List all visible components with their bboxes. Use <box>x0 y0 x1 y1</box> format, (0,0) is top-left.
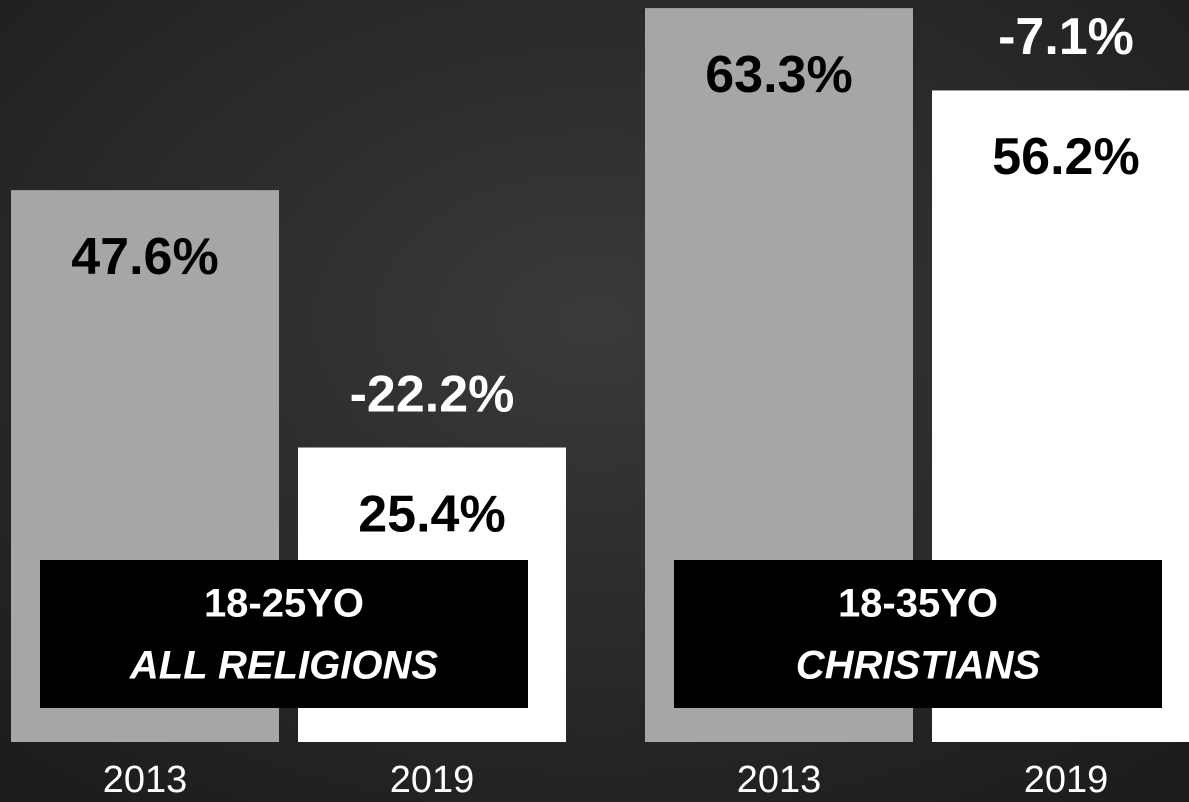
group-subtitle: CHRISTIANS <box>796 644 1041 688</box>
x-tick-label: 2019 <box>1024 759 1109 801</box>
value-label: 63.3% <box>705 46 852 104</box>
x-tick-label: 2013 <box>737 759 822 801</box>
group-subtitle: ALL RELIGIONS <box>129 644 438 688</box>
x-tick-label: 2013 <box>103 759 188 801</box>
x-tick-label: 2019 <box>390 759 475 801</box>
group-title: 18-35YO <box>838 582 998 626</box>
group-title: 18-25YO <box>204 582 364 626</box>
change-annotation: -22.2% <box>350 365 515 423</box>
label-box <box>40 560 528 708</box>
change-annotation: -7.1% <box>998 8 1134 66</box>
value-label: 25.4% <box>358 485 505 543</box>
value-label: 56.2% <box>992 128 1139 186</box>
label-box <box>674 560 1162 708</box>
value-label: 47.6% <box>71 228 218 286</box>
